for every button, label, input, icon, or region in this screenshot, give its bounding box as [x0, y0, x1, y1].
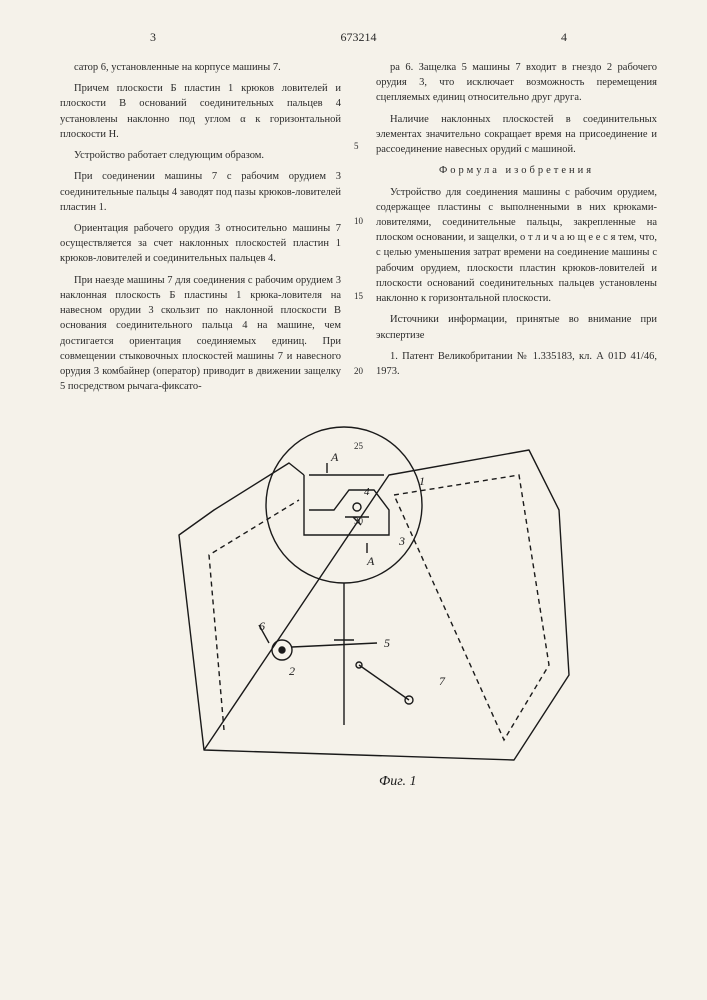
body-text: Наличие наклонных плоскостей в соедините…: [376, 112, 657, 158]
line-marker: 5: [354, 140, 363, 153]
body-text: При наезде машины 7 для соединения с раб…: [60, 273, 341, 395]
body-text: Устройство работает следующим образом.: [60, 148, 341, 163]
ref-num: 3: [398, 534, 405, 548]
ref-num: 1: [419, 474, 425, 488]
figure-caption: Фиг. 1: [379, 774, 417, 789]
body-text: При соединении машины 7 с рабочим орудие…: [60, 169, 341, 215]
line-marker: 30: [354, 515, 363, 528]
ref-num: 4: [364, 486, 370, 498]
ref-num: 6: [259, 619, 265, 633]
ref-num: 5: [384, 636, 390, 650]
section-label-A-top: A: [330, 450, 339, 464]
column-number-left: 3: [150, 30, 156, 45]
section-label-A-bot: A: [366, 554, 375, 568]
line-marker: 25: [354, 440, 363, 453]
patent-number: 673214: [341, 30, 377, 44]
claim-text: Устройство для соединения машины с рабоч…: [376, 185, 657, 307]
line-number-gutter: 5 10 15 20 25 30: [354, 60, 363, 528]
claims-heading: Формула изобретения: [376, 163, 657, 178]
column-number-right: 4: [561, 30, 567, 45]
ref-num: 2: [289, 664, 295, 678]
body-text: ра 6. Защелка 5 машины 7 входит в гнездо…: [376, 60, 657, 106]
line-marker: 10: [354, 215, 363, 228]
references-heading: Источники информации, принятые во вниман…: [376, 312, 657, 342]
left-column: сатор 6, установленные на корпусе машины…: [60, 60, 341, 400]
line-marker: 15: [354, 290, 363, 303]
right-column: ра 6. Защелка 5 машины 7 входит в гнездо…: [376, 60, 657, 400]
reference-item: 1. Патент Великобритании № 1.335183, кл.…: [376, 349, 657, 379]
body-text: Причем плоскости Б пластин 1 крюков лови…: [60, 81, 341, 142]
line-marker: 20: [354, 365, 363, 378]
ref-num: 7: [439, 674, 446, 688]
body-text: сатор 6, установленные на корпусе машины…: [60, 60, 341, 75]
body-text: Ориентация рабочего орудия 3 относительн…: [60, 221, 341, 267]
